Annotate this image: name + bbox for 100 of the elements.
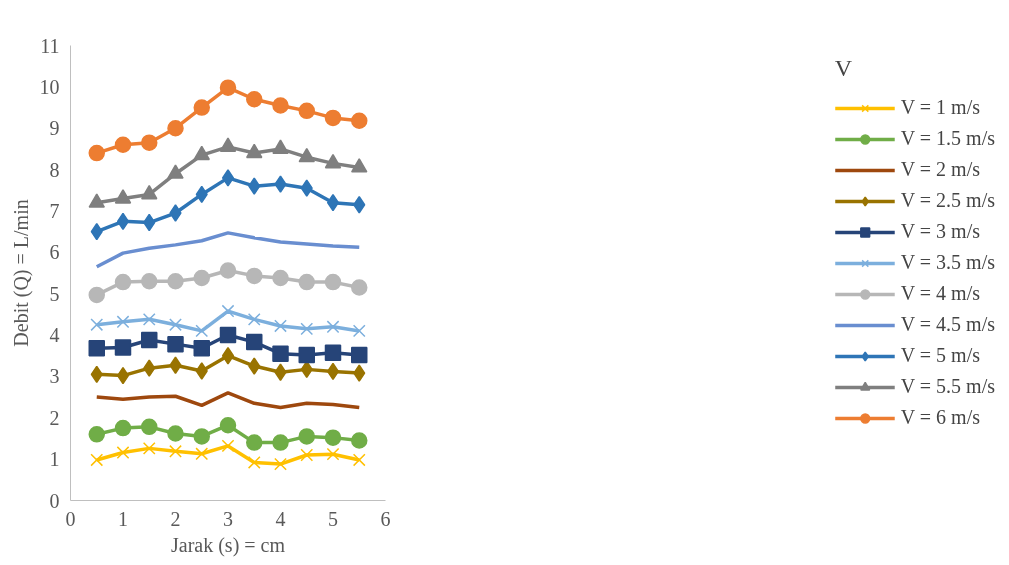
point (193, 99, 210, 116)
point (219, 416, 237, 434)
point (246, 333, 263, 351)
point (272, 434, 289, 451)
point (326, 447, 340, 461)
point (195, 362, 208, 380)
point (116, 212, 130, 231)
legend-label: V = 6 m/s (900, 406, 980, 429)
point (298, 273, 315, 291)
y-tick-label: 11 (40, 34, 60, 57)
point (141, 134, 158, 151)
point (193, 145, 210, 161)
point (246, 143, 263, 159)
point (246, 267, 263, 285)
point (326, 320, 340, 334)
point (195, 324, 209, 338)
point (272, 97, 289, 114)
point (88, 193, 105, 208)
point (221, 304, 235, 318)
y-tick-label: 9 (49, 117, 60, 140)
point (116, 366, 130, 385)
point (351, 112, 368, 130)
point (193, 269, 210, 287)
point (298, 147, 315, 163)
point (88, 426, 105, 443)
point (247, 456, 261, 469)
point (324, 109, 342, 127)
legend-label: V = 5 m/s (900, 344, 980, 367)
point (169, 356, 182, 374)
x-tick-label: 6 (380, 507, 391, 530)
point (90, 453, 104, 467)
point (326, 362, 340, 381)
point (169, 318, 182, 332)
point (247, 312, 261, 326)
point (221, 169, 235, 187)
y-tick-label: 7 (49, 199, 60, 222)
point (351, 432, 368, 449)
x-tick-label: 4 (275, 507, 286, 530)
point (116, 315, 130, 329)
point (219, 262, 237, 279)
y-axis-title: Debit (Q) = L/min (9, 199, 33, 347)
legend-label: V = 5.5 m/s (900, 375, 995, 398)
point (142, 441, 156, 455)
point (141, 273, 158, 290)
point (351, 346, 368, 364)
point (141, 185, 158, 200)
y-tick-label: 8 (49, 158, 60, 181)
point (167, 425, 184, 442)
point (274, 175, 287, 193)
legend-label: V = 4 m/s (900, 282, 980, 305)
legend-label: V = 2.5 m/s (900, 189, 995, 212)
point (272, 345, 289, 362)
y-tick-label: 6 (49, 241, 60, 264)
y-tick-label: 4 (49, 324, 60, 347)
legend-label: V = 3 m/s (900, 220, 980, 243)
y-tick-label: 3 (49, 365, 60, 388)
legend-label: V = 4.5 m/s (900, 313, 995, 336)
point (143, 359, 156, 377)
point (246, 434, 263, 451)
point (193, 428, 210, 445)
point (141, 418, 158, 436)
point (352, 324, 366, 338)
y-tick-label: 1 (49, 448, 60, 471)
point (114, 189, 132, 204)
point (193, 340, 210, 357)
y-tick-label: 0 (49, 489, 60, 512)
point (248, 177, 261, 195)
x-tick-label: 1 (118, 507, 128, 530)
point (114, 339, 132, 356)
point (167, 335, 184, 353)
legend-label: V = 2 m/s (900, 158, 980, 181)
point (169, 204, 182, 222)
legend-label: V = 1 m/s (900, 96, 980, 119)
point (353, 196, 366, 214)
line-series (95, 231, 361, 269)
point (116, 446, 130, 459)
point (195, 447, 209, 461)
x-tick-label: 3 (223, 507, 233, 530)
point (300, 322, 314, 336)
point (221, 346, 235, 365)
point (167, 119, 184, 137)
point (274, 319, 287, 333)
y-tick-label: 5 (49, 282, 60, 305)
point (219, 137, 237, 152)
point (114, 419, 132, 437)
point (248, 357, 261, 375)
point (298, 346, 315, 364)
point (246, 91, 263, 108)
point (298, 102, 315, 120)
point (352, 453, 366, 467)
point (88, 286, 105, 304)
point (88, 144, 105, 162)
x-tick-label: 0 (65, 507, 76, 530)
point (167, 273, 184, 290)
point (167, 164, 184, 179)
point (114, 273, 132, 291)
legend-label: V = 3.5 m/s (900, 251, 995, 274)
point (351, 158, 368, 173)
point (88, 340, 105, 357)
legend-label: V = 1.5 m/s (900, 127, 995, 150)
